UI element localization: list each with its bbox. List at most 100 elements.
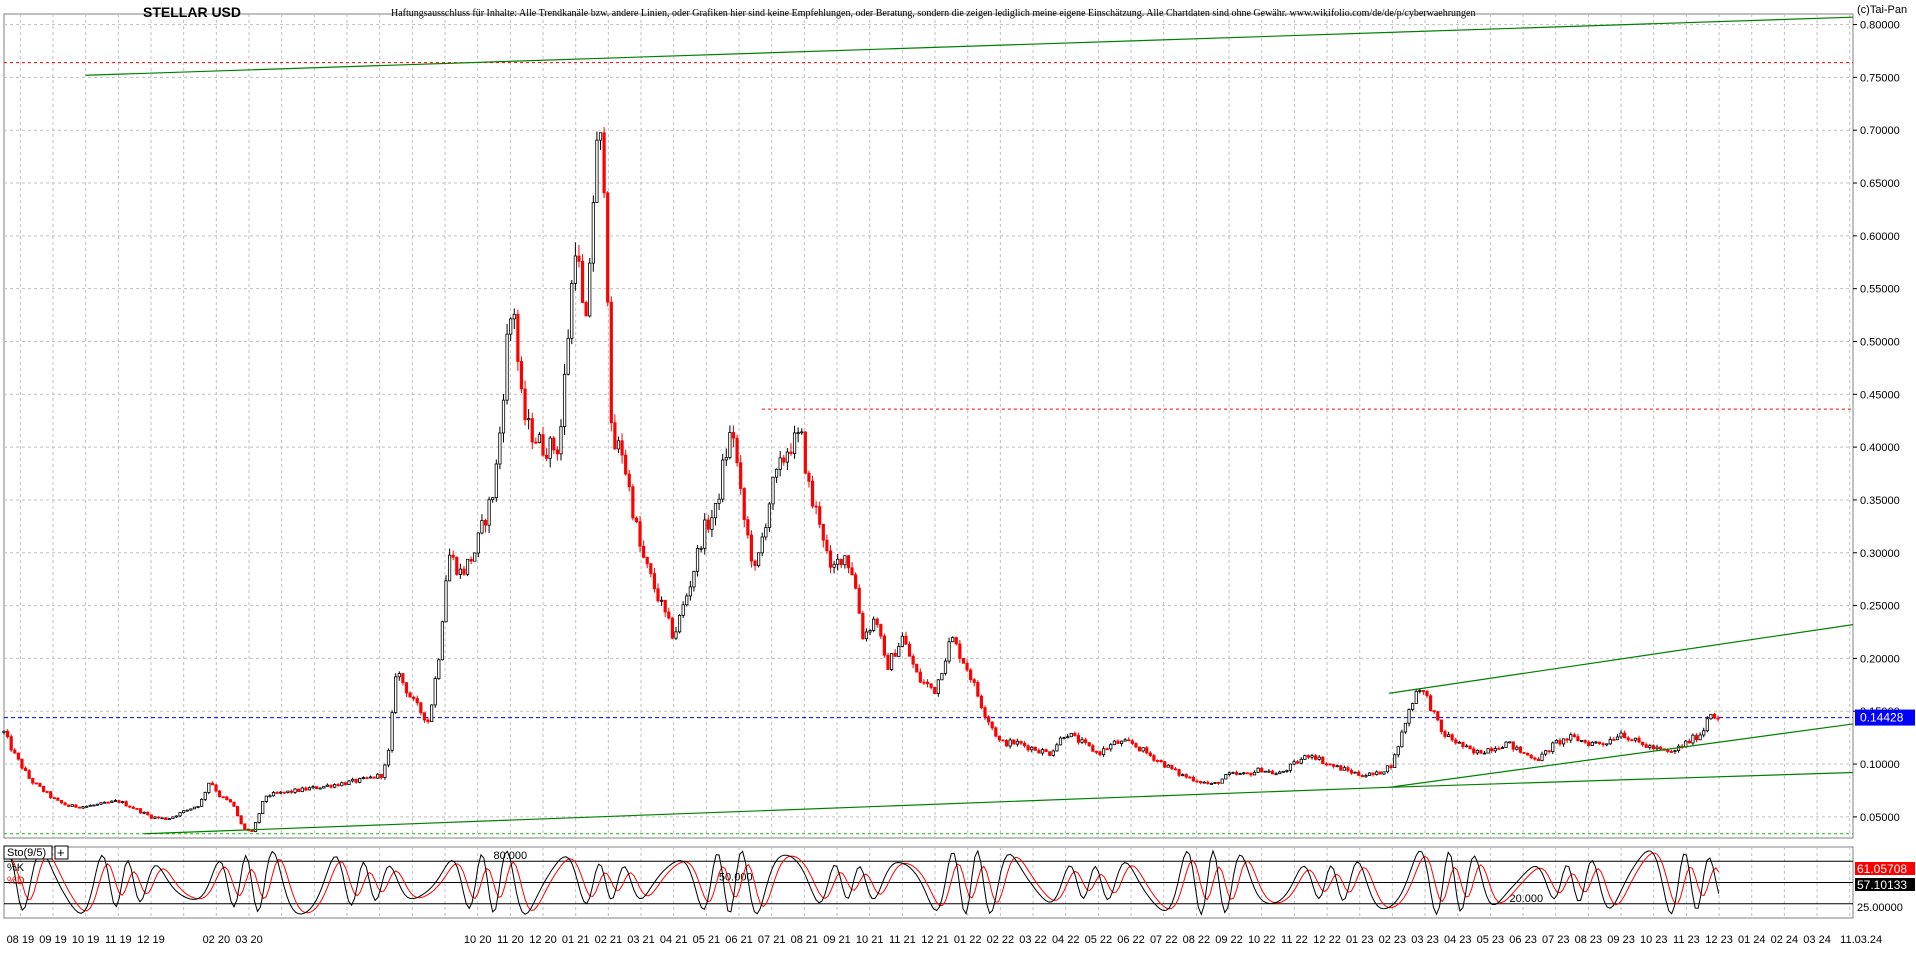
candle-body <box>1364 775 1368 778</box>
candle-body <box>34 782 38 785</box>
candle-body <box>476 532 480 554</box>
candle-body <box>88 804 92 807</box>
candle-body <box>1296 761 1300 764</box>
x-tick-label: 12 22 <box>1313 934 1341 946</box>
candle-body <box>440 621 445 661</box>
candle-body <box>1497 748 1501 750</box>
candle-body <box>494 463 498 499</box>
candle-body <box>329 784 333 788</box>
candle-body <box>868 630 872 633</box>
candle-body <box>286 790 290 793</box>
candle-body <box>243 823 247 830</box>
candle-body <box>1547 750 1551 753</box>
candle-body <box>1536 758 1541 762</box>
candle-body <box>695 548 700 572</box>
candle-body <box>1432 710 1436 713</box>
candle-body <box>1658 746 1663 750</box>
x-tick-label: 09 23 <box>1607 934 1635 946</box>
candle-body <box>721 459 725 500</box>
candle-body <box>67 804 71 807</box>
candle-body <box>336 784 340 787</box>
candle-body <box>131 806 135 809</box>
candle-body <box>92 804 96 807</box>
candle-body <box>864 631 869 640</box>
candle-body <box>792 432 797 454</box>
candle-body <box>573 255 577 284</box>
candle-body <box>487 499 491 526</box>
candle-body <box>1256 767 1260 773</box>
x-tick-label: 12 19 <box>137 934 165 946</box>
candle-body <box>160 817 164 820</box>
candle-body <box>1436 711 1440 721</box>
trendline <box>1389 723 1854 788</box>
candle-body <box>1619 732 1623 738</box>
y-tick-label: 0.25000 <box>1860 601 1900 613</box>
y-tick-label: 0.55000 <box>1860 284 1900 296</box>
x-tick-label: 10 23 <box>1640 934 1668 946</box>
y-tick-label: 0.80000 <box>1860 20 1900 32</box>
candle-body <box>469 558 473 562</box>
candle-body <box>1137 746 1142 752</box>
candle-body <box>311 786 315 789</box>
candlestick-series <box>2 127 1720 833</box>
candle-body <box>782 457 786 463</box>
candle-body <box>232 801 236 807</box>
candle-body <box>997 735 1001 741</box>
candle-body <box>153 816 157 819</box>
candle-body <box>1615 736 1620 741</box>
candle-body <box>663 599 667 613</box>
x-tick-label: 08 23 <box>1575 934 1603 946</box>
candle-body <box>1522 751 1526 754</box>
candle-body <box>1515 746 1519 750</box>
candle-body <box>983 707 987 718</box>
candle-body <box>1227 772 1231 775</box>
candle-body <box>1231 772 1235 774</box>
candle-body <box>778 457 782 470</box>
candle-body <box>221 796 225 799</box>
candle-body <box>577 255 581 262</box>
candle-body <box>943 660 948 674</box>
candle-body <box>1292 761 1296 765</box>
x-tick-label: 08 22 <box>1183 934 1211 946</box>
candle-body <box>519 361 524 390</box>
candle-body <box>1105 748 1109 751</box>
candle-body <box>1019 740 1023 744</box>
candle-body <box>1317 756 1321 760</box>
x-tick-label: 12 23 <box>1705 934 1733 946</box>
candle-body <box>1475 749 1479 754</box>
candle-body <box>365 777 369 780</box>
candle-body <box>757 552 761 567</box>
candle-body <box>911 655 915 665</box>
candle-body <box>77 806 82 809</box>
indicator-add-button[interactable] <box>54 845 69 860</box>
x-tick-label: 11 21 <box>889 934 916 946</box>
x-tick-label: 06 23 <box>1509 934 1537 946</box>
candle-body <box>419 702 423 714</box>
candle-body <box>41 786 46 792</box>
candle-body <box>1278 771 1282 775</box>
candle-body <box>1565 738 1569 741</box>
candle-body <box>1576 736 1580 742</box>
candle-body <box>606 192 610 303</box>
candle-body <box>192 806 197 810</box>
candle-body <box>1540 753 1544 762</box>
candle-body <box>135 808 139 810</box>
candle-body <box>897 646 901 657</box>
indicator-tab[interactable] <box>3 845 53 860</box>
y-tick-label: 0.20000 <box>1860 653 1900 665</box>
candle-body <box>447 554 452 582</box>
candle-body <box>1051 750 1055 756</box>
candle-body <box>1443 731 1447 737</box>
candle-body <box>580 260 585 303</box>
candle-body <box>631 486 635 519</box>
candle-body <box>1012 739 1016 745</box>
candle-body <box>31 778 35 784</box>
candle-body <box>1457 741 1461 744</box>
candle-body <box>437 659 441 680</box>
x-tick-label: 07 22 <box>1150 934 1178 946</box>
candle-body <box>289 790 294 793</box>
current-price-badge: 0.14428 <box>1855 709 1915 726</box>
candle-body <box>167 818 171 820</box>
candle-body <box>1526 752 1530 756</box>
